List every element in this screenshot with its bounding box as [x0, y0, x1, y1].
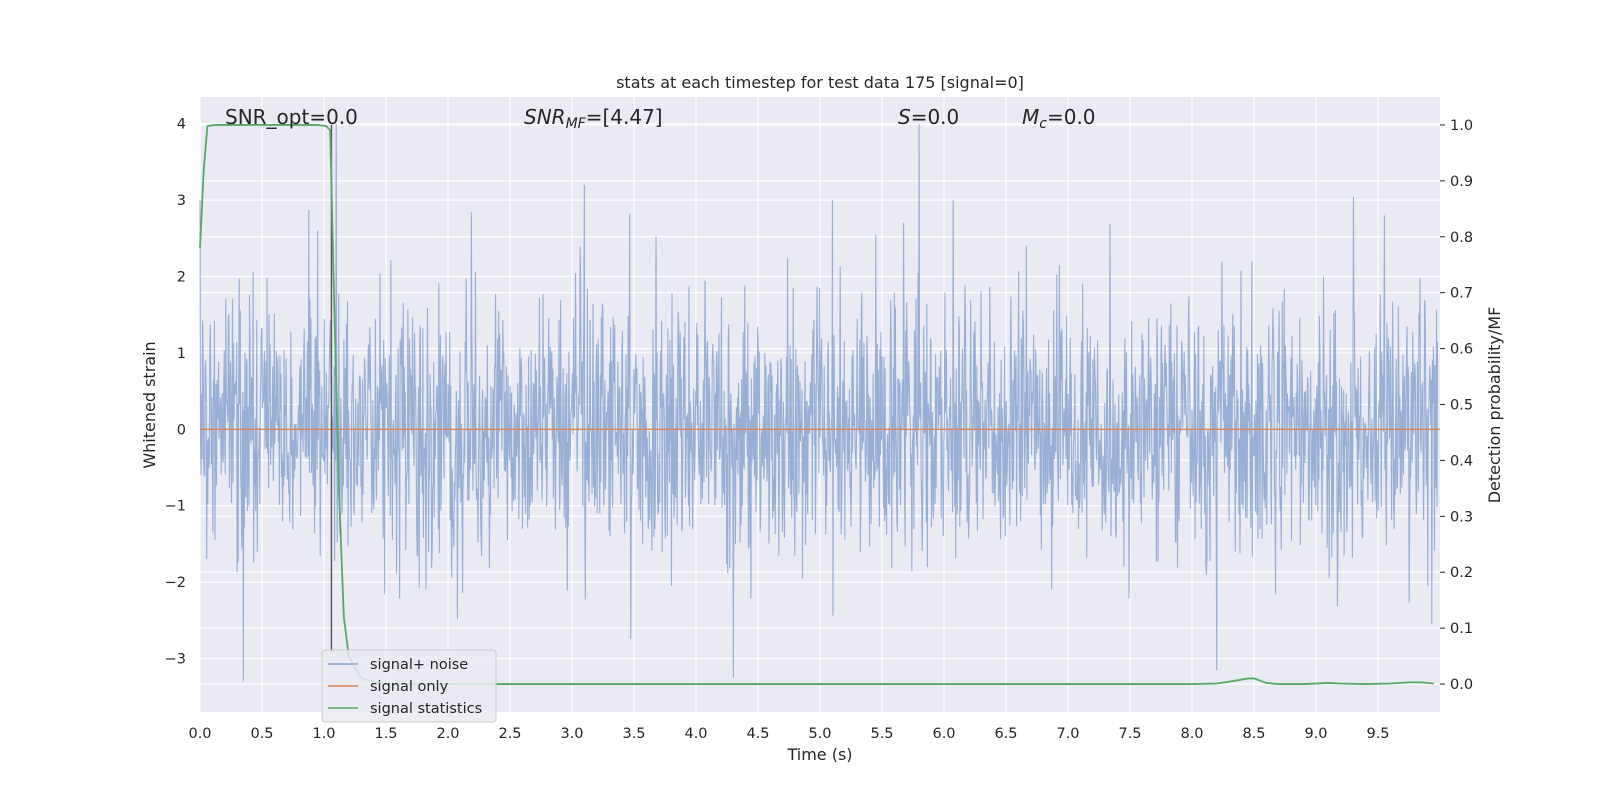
x-tick-label: 3.0 [560, 726, 583, 742]
x-tick-label: 9.0 [1304, 726, 1327, 742]
y-right-tick-label: 0.9 [1450, 174, 1473, 190]
x-tick-label: 8.0 [1180, 726, 1203, 742]
y-left-tick-labels: 4 3 2 1 0 −1 −2 −3 [165, 117, 186, 668]
y-axis-right-label: Detection probability/MF [1485, 307, 1504, 504]
y-right-tick-label: 0.3 [1450, 509, 1473, 525]
x-tick-label: 3.5 [622, 726, 645, 742]
x-tick-label: 9.5 [1366, 726, 1389, 742]
x-tick-label: 1.5 [374, 726, 397, 742]
mc-subscript: c [1039, 116, 1047, 132]
x-tick-label: 7.5 [1118, 726, 1141, 742]
y-left-tick-label: 4 [177, 117, 186, 133]
chart-title: stats at each timestep for test data 175… [616, 73, 1024, 92]
legend-box [321, 649, 497, 723]
signal-statistics-line [199, 124, 1434, 685]
signal-noise-line [199, 123, 1439, 682]
legend-label-noise: signal+ noise [370, 657, 468, 673]
legend: signal+ noise signal only signal statist… [321, 649, 497, 723]
y-left-tick-label: 3 [177, 193, 186, 209]
annotation-snr-opt: SNR_opt=0.0 [225, 105, 358, 129]
y-right-tick-labels: 1.0 0.9 0.8 0.7 0.6 0.5 0.4 0.3 0.2 0.1 0.0 [1440, 118, 1473, 693]
annotation-mc: Mc=0.0 [1022, 105, 1096, 132]
y-axis-left-label: Whitened strain [140, 341, 159, 468]
y-right-tick-label: 0.4 [1450, 453, 1473, 469]
y-right-tick-label: 0.5 [1450, 398, 1473, 414]
y-left-tick-label: 0 [177, 422, 186, 438]
x-tick-label: 1.0 [312, 726, 335, 742]
signal-noise-series [199, 123, 1439, 682]
snr-mf-subscript: MF [566, 116, 587, 132]
y-left-tick-label: 2 [177, 270, 186, 286]
y-right-tick-label: 0.6 [1450, 342, 1473, 358]
y-right-tick-label: 0.0 [1450, 677, 1473, 693]
y-right-tick-label: 0.8 [1450, 230, 1473, 246]
legend-label-signal: signal only [370, 679, 449, 695]
x-tick-label: 6.5 [994, 726, 1017, 742]
x-tick-labels: 0.0 0.5 1.0 1.5 2.0 2.5 3.0 3.5 4.0 4.5 5.0 5.5 6.0 6… [188, 726, 1389, 742]
x-tick-label: 6.0 [932, 726, 955, 742]
y-left-tick-label: −2 [165, 575, 186, 591]
y-left-tick-label: 1 [177, 346, 186, 362]
snr-mf-symbol: SNR [524, 105, 566, 129]
snr-mf-value: =[4.47] [586, 105, 663, 129]
y-left-tick-label: −3 [165, 652, 186, 668]
x-tick-label: 5.5 [870, 726, 893, 742]
y-right-tick-label: 0.1 [1450, 621, 1473, 637]
legend-label-statistics: signal statistics [370, 701, 482, 717]
mc-value: =0.0 [1047, 105, 1096, 129]
x-tick-label: 8.5 [1242, 726, 1265, 742]
x-tick-label: 0.5 [250, 726, 273, 742]
x-tick-label: 4.5 [746, 726, 769, 742]
x-tick-label: 2.0 [436, 726, 459, 742]
annotation-snr-mf: SNRMF=[4.47] [524, 105, 663, 132]
mc-symbol: M [1022, 105, 1039, 129]
y-left-tick-label: −1 [165, 499, 186, 515]
y-right-tick-label: 1.0 [1450, 118, 1473, 134]
x-tick-label: 7.0 [1056, 726, 1079, 742]
x-axis-label: Time (s) [786, 745, 852, 764]
y-right-tick-label: 0.7 [1450, 286, 1473, 302]
x-tick-label: 2.5 [498, 726, 521, 742]
y-right-tick-label: 0.2 [1450, 565, 1473, 581]
x-tick-label: 0.0 [188, 726, 211, 742]
s-symbol: S [898, 105, 911, 129]
signal-statistics-series [199, 124, 1434, 685]
annotation-s: S=0.0 [898, 105, 959, 129]
x-tick-label: 5.0 [808, 726, 831, 742]
grid [199, 97, 1440, 712]
x-tick-label: 4.0 [684, 726, 707, 742]
s-value: =0.0 [911, 105, 960, 129]
